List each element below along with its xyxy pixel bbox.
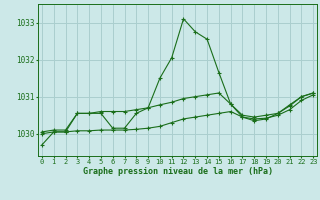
X-axis label: Graphe pression niveau de la mer (hPa): Graphe pression niveau de la mer (hPa): [83, 167, 273, 176]
